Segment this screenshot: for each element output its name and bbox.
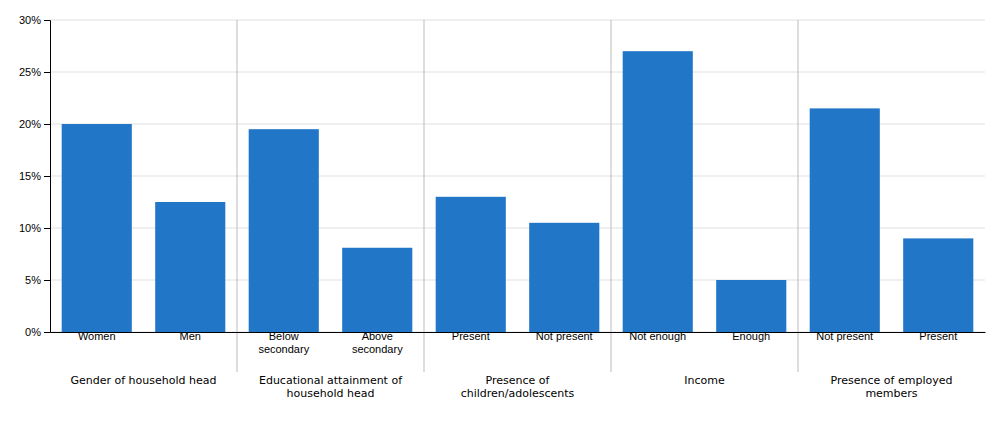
x-tick-label-line: Above (362, 330, 393, 342)
bar (716, 280, 786, 332)
x-axis: WomenMenBelowsecondaryAbovesecondaryPres… (51, 330, 986, 355)
grid (50, 20, 985, 332)
bar (342, 248, 412, 332)
grid-line (50, 20, 985, 21)
group-separator (237, 20, 238, 372)
y-tick-mark (44, 20, 50, 21)
bar (155, 202, 225, 332)
group-label-line: children/adolescents (461, 387, 575, 400)
group-separator (424, 20, 425, 372)
x-tick-label-line: Not enough (629, 330, 686, 342)
y-tick: 30% (19, 14, 50, 26)
x-tick: Present (919, 330, 957, 342)
y-tick: 10% (19, 222, 50, 234)
x-tick-label-line: Present (452, 330, 490, 342)
bar (436, 197, 506, 332)
x-tick: Abovesecondary (352, 330, 403, 355)
bar (810, 108, 880, 332)
x-tick-label: Not present (536, 330, 593, 342)
y-tick-mark (44, 280, 50, 281)
x-tick-label-line: Women (78, 330, 116, 342)
bar (623, 51, 693, 332)
y-tick-label: 25% (19, 66, 41, 78)
group-label: Presence ofchildren/adolescents (461, 374, 575, 400)
group-label-line: members (865, 387, 917, 400)
bar (529, 223, 599, 332)
x-tick-label-line: Men (180, 330, 201, 342)
chart: 0%5%10%15%20%25%30%WomenMenBelowsecondar… (0, 0, 1000, 442)
y-tick-mark (44, 124, 50, 125)
x-tick: Belowsecondary (258, 330, 309, 355)
y-tick-mark (44, 228, 50, 229)
bar (249, 129, 319, 332)
x-tick: Enough (732, 330, 770, 342)
y-tick-mark (44, 176, 50, 177)
y-tick: 25% (19, 66, 50, 78)
bar (62, 124, 132, 332)
y-tick-label: 15% (19, 170, 41, 182)
group-label-line: Presence of (486, 374, 551, 387)
x-tick-label: Women (78, 330, 116, 342)
y-tick: 0% (25, 326, 50, 338)
x-tick: Men (180, 330, 201, 342)
x-tick-label-line: Not present (816, 330, 873, 342)
x-tick-label-line: secondary (258, 343, 309, 355)
x-tick-label-line: Enough (732, 330, 770, 342)
group-label: Gender of household head (70, 374, 216, 387)
group-separator (611, 20, 612, 372)
x-tick-label: Not enough (629, 330, 686, 342)
y-tick: 5% (25, 274, 50, 286)
group-separators (237, 20, 798, 372)
x-tick: Not present (816, 330, 873, 342)
y-tick: 15% (19, 170, 50, 182)
y-tick: 20% (19, 118, 50, 130)
group-label-line: Presence of employed (831, 374, 953, 387)
group-label: Educational attainment ofhousehold head (259, 374, 403, 400)
plot: 0%5%10%15%20%25%30%WomenMenBelowsecondar… (19, 14, 986, 400)
group-label-line: Educational attainment of (259, 374, 403, 387)
y-tick-label: 0% (25, 326, 41, 338)
x-tick-label: Present (919, 330, 957, 342)
group-label-line: household head (287, 387, 375, 400)
grid-line (50, 72, 985, 73)
y-tick-label: 20% (19, 118, 41, 130)
x-tick-label: Men (180, 330, 201, 342)
group-label-line: Income (684, 374, 725, 387)
x-tick: Not enough (629, 330, 686, 342)
group-label: Presence of employedmembers (831, 374, 953, 400)
y-axis-line (44, 21, 51, 333)
x-tick-label: Not present (816, 330, 873, 342)
x-tick-label-line: Not present (536, 330, 593, 342)
bar (903, 238, 973, 332)
x-tick-label: Enough (732, 330, 770, 342)
y-tick-mark (44, 72, 50, 73)
x-tick: Present (452, 330, 490, 342)
bars (62, 51, 974, 332)
group-separator (798, 20, 799, 372)
y-axis: 0% 5% 10% 15% 20% 25% 30% (19, 14, 51, 338)
x-tick: Not present (536, 330, 593, 342)
x-tick-label-line: secondary (352, 343, 403, 355)
y-tick-label: 5% (25, 274, 41, 286)
x-tick-label-line: Below (269, 330, 299, 342)
group-label-line: Gender of household head (70, 374, 216, 387)
x-tick-label: Belowsecondary (258, 330, 309, 355)
group-label: Income (684, 374, 725, 387)
x-tick-label: Abovesecondary (352, 330, 403, 355)
x-tick-label: Present (452, 330, 490, 342)
y-tick-label: 30% (19, 14, 41, 26)
x-tick-label-line: Present (919, 330, 957, 342)
x-tick: Women (78, 330, 116, 342)
group-labels: Gender of household head Educational atta… (70, 374, 952, 400)
y-tick-label: 10% (19, 222, 41, 234)
y-tick-mark (44, 332, 50, 333)
